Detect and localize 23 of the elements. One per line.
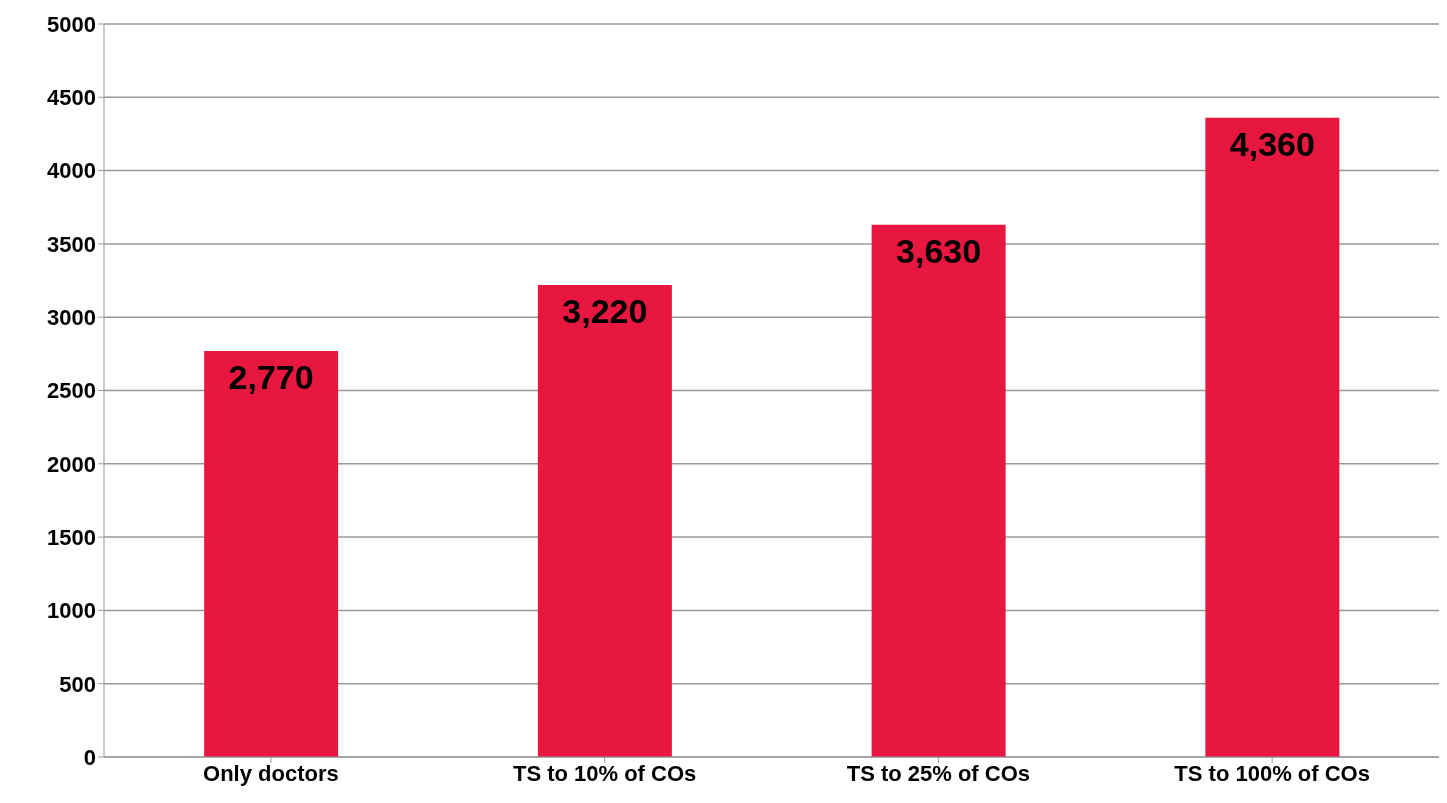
x-tick-label: TS to 25% of COs	[846, 760, 1031, 786]
y-tick-label: 500	[59, 671, 96, 697]
y-tick-label: 2000	[47, 451, 96, 477]
x-tick-label: TS to 10% of COs	[512, 760, 697, 786]
data-label: 2,770	[228, 358, 314, 397]
y-tick-label: 4000	[47, 158, 96, 184]
y-tick-label: 3000	[47, 305, 96, 331]
bar	[204, 350, 339, 757]
data-label: 3,630	[896, 231, 982, 270]
data-label: 3,220	[562, 292, 648, 331]
data-label: 4,360	[1229, 124, 1315, 163]
x-tick-label: Only doctors	[203, 760, 339, 786]
y-tick-label: 3500	[47, 231, 96, 257]
bar	[871, 224, 1006, 757]
bar	[1205, 117, 1340, 757]
y-tick-label: 5000	[47, 11, 96, 37]
y-tick-label: 1000	[47, 598, 96, 624]
y-tick-label: 1500	[47, 524, 96, 550]
y-tick-label: 0	[83, 744, 96, 770]
y-tick-label: 4500	[47, 85, 96, 111]
bar	[537, 284, 672, 757]
x-tick-label: TS to 100% of COs	[1174, 760, 1370, 786]
y-tick-label: 2500	[47, 378, 96, 404]
